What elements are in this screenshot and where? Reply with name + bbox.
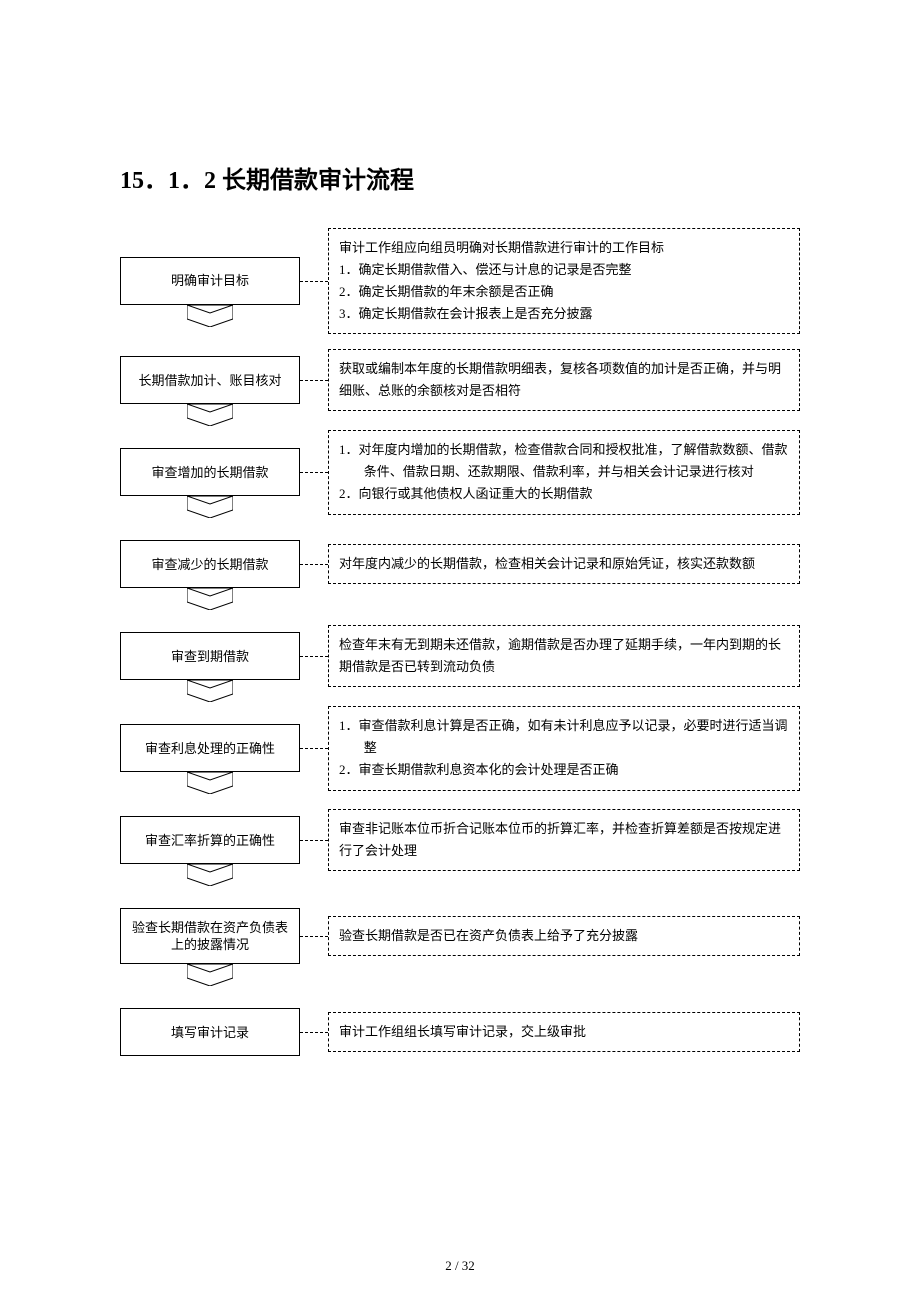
flowchart: 明确审计目标审计工作组应向组员明确对长期借款进行审计的工作目标1．确定长期借款借… (120, 250, 800, 1056)
chevron-down-icon (187, 864, 233, 886)
flow-description-line: 1．审查借款利息计算是否正确，如有未计利息应予以记录，必要时进行适当调整 (339, 715, 789, 759)
flow-arrow (120, 404, 300, 426)
flow-step-box: 审查到期借款 (120, 632, 300, 680)
flow-step-box: 审查减少的长期借款 (120, 540, 300, 588)
flow-step-box: 长期借款加计、账目核对 (120, 356, 300, 404)
flow-row: 审查利息处理的正确性1．审查借款利息计算是否正确，如有未计利息应予以记录，必要时… (120, 724, 800, 794)
flow-row: 审查增加的长期借款1．对年度内增加的长期借款，检查借款合同和授权批准，了解借款数… (120, 448, 800, 518)
flow-connector (300, 656, 328, 657)
flow-description-line: 1．确定长期借款借入、偿还与计息的记录是否完整 (339, 259, 789, 281)
flow-description: 审查非记账本位币折合记账本位币的折算汇率，并检查折算差额是否按规定进行了会计处理 (328, 809, 800, 871)
document-page: 15．1．2 长期借款审计流程 明确审计目标审计工作组应向组员明确对长期借款进行… (0, 0, 920, 1302)
flow-description: 1．对年度内增加的长期借款，检查借款合同和授权批准，了解借款数额、借款条件、借款… (328, 430, 800, 514)
flow-description-line: 2．审查长期借款利息资本化的会计处理是否正确 (339, 759, 789, 781)
flow-connector (300, 564, 328, 565)
chevron-down-icon (187, 404, 233, 426)
flow-step: 明确审计目标 (120, 257, 300, 327)
flow-connector (300, 472, 328, 473)
flow-step: 审查汇率折算的正确性 (120, 816, 300, 886)
flow-row: 审查汇率折算的正确性审查非记账本位币折合记账本位币的折算汇率，并检查折算差额是否… (120, 816, 800, 886)
flow-description: 审计工作组应向组员明确对长期借款进行审计的工作目标1．确定长期借款借入、偿还与计… (328, 228, 800, 334)
chevron-down-icon (187, 496, 233, 518)
flow-connector (300, 936, 328, 937)
flow-step: 验查长期借款在资产负债表上的披露情况 (120, 908, 300, 986)
flow-description-line: 3．确定长期借款在会计报表上是否充分披露 (339, 303, 789, 325)
flow-step: 审查利息处理的正确性 (120, 724, 300, 794)
flow-row: 审查到期借款检查年末有无到期未还借款，逾期借款是否办理了延期手续，一年内到期的长… (120, 632, 800, 702)
flow-row: 长期借款加计、账目核对获取或编制本年度的长期借款明细表，复核各项数值的加计是否正… (120, 356, 800, 426)
chevron-down-icon (187, 772, 233, 794)
flow-row: 明确审计目标审计工作组应向组员明确对长期借款进行审计的工作目标1．确定长期借款借… (120, 250, 800, 334)
flow-step-box: 审查利息处理的正确性 (120, 724, 300, 772)
flow-description-line: 审查非记账本位币折合记账本位币的折算汇率，并检查折算差额是否按规定进行了会计处理 (339, 818, 789, 862)
flow-arrow (120, 588, 300, 610)
flow-step-box: 审查汇率折算的正确性 (120, 816, 300, 864)
chevron-down-icon (187, 680, 233, 702)
flow-step-box: 审查增加的长期借款 (120, 448, 300, 496)
chevron-down-icon (187, 964, 233, 986)
flow-connector (300, 281, 328, 282)
flow-arrow (120, 864, 300, 886)
flow-description-line: 对年度内减少的长期借款，检查相关会计记录和原始凭证，核实还款数额 (339, 553, 789, 575)
flow-row: 填写审计记录 审计工作组组长填写审计记录，交上级审批 (120, 1008, 800, 1056)
flow-description: 对年度内减少的长期借款，检查相关会计记录和原始凭证，核实还款数额 (328, 544, 800, 584)
flow-description: 审计工作组组长填写审计记录，交上级审批 (328, 1012, 800, 1052)
flow-description-line: 2．向银行或其他债权人函证重大的长期借款 (339, 483, 789, 505)
flow-description-line: 2．确定长期借款的年末余额是否正确 (339, 281, 789, 303)
flow-step: 长期借款加计、账目核对 (120, 356, 300, 426)
flow-arrow (120, 496, 300, 518)
flow-step-box: 填写审计记录 (120, 1008, 300, 1056)
flow-row: 验查长期借款在资产负债表上的披露情况 验查长期借款是否已在资产负债表上给予了充分披… (120, 908, 800, 986)
flow-connector (300, 1032, 328, 1033)
flow-description-line: 1．对年度内增加的长期借款，检查借款合同和授权批准，了解借款数额、借款条件、借款… (339, 439, 789, 483)
flow-description: 获取或编制本年度的长期借款明细表，复核各项数值的加计是否正确，并与明细账、总账的… (328, 349, 800, 411)
flow-connector (300, 840, 328, 841)
flow-connector (300, 380, 328, 381)
flow-step: 填写审计记录 (120, 1008, 300, 1056)
flow-row: 审查减少的长期借款 对年度内减少的长期借款，检查相关会计记录和原始凭证，核实还款数… (120, 540, 800, 610)
page-number: 2 / 32 (0, 1258, 920, 1274)
chevron-down-icon (187, 588, 233, 610)
flow-connector (300, 748, 328, 749)
chevron-down-icon (187, 305, 233, 327)
flow-description-line: 审计工作组应向组员明确对长期借款进行审计的工作目标 (339, 237, 789, 259)
flow-step: 审查增加的长期借款 (120, 448, 300, 518)
flow-description: 检查年末有无到期未还借款，逾期借款是否办理了延期手续，一年内到期的长期借款是否已… (328, 625, 800, 687)
flow-description-line: 验查长期借款是否已在资产负债表上给予了充分披露 (339, 925, 789, 947)
flow-arrow (120, 772, 300, 794)
flow-arrow (120, 305, 300, 327)
flow-description-line: 检查年末有无到期未还借款，逾期借款是否办理了延期手续，一年内到期的长期借款是否已… (339, 634, 789, 678)
flow-arrow (120, 680, 300, 702)
flow-description-line: 审计工作组组长填写审计记录，交上级审批 (339, 1021, 789, 1043)
flow-arrow (120, 964, 300, 986)
flow-step-box: 验查长期借款在资产负债表上的披露情况 (120, 908, 300, 964)
flow-step: 审查减少的长期借款 (120, 540, 300, 610)
flow-step: 审查到期借款 (120, 632, 300, 702)
flow-description-line: 获取或编制本年度的长期借款明细表，复核各项数值的加计是否正确，并与明细账、总账的… (339, 358, 789, 402)
flow-description: 验查长期借款是否已在资产负债表上给予了充分披露 (328, 916, 800, 956)
flow-step-box: 明确审计目标 (120, 257, 300, 305)
section-heading: 15．1．2 长期借款审计流程 (120, 160, 800, 195)
flow-description: 1．审查借款利息计算是否正确，如有未计利息应予以记录，必要时进行适当调整2．审查… (328, 706, 800, 790)
